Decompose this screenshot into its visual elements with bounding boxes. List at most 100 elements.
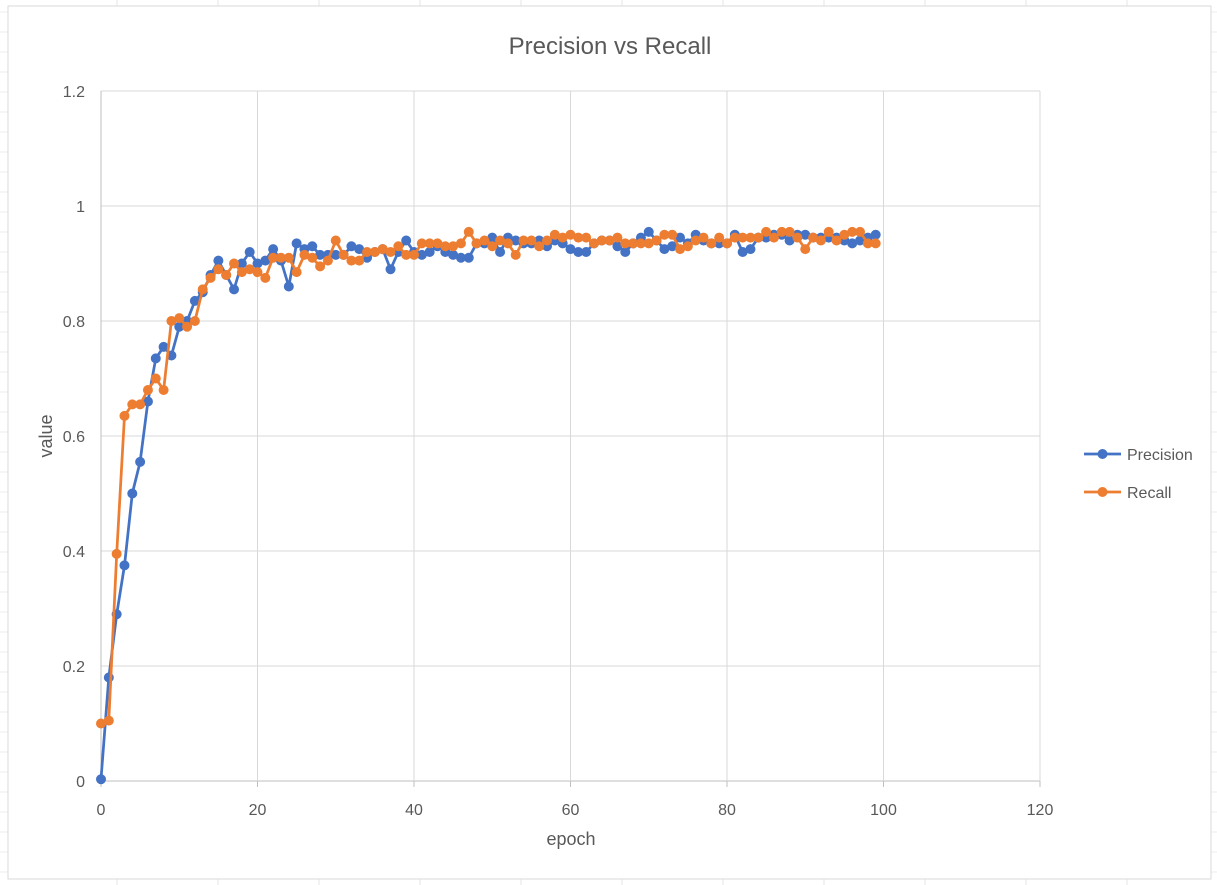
recall-point bbox=[174, 313, 185, 324]
x-tick-label: 100 bbox=[870, 802, 897, 819]
recall-point bbox=[315, 261, 326, 272]
precision-point bbox=[643, 226, 654, 237]
precision-point bbox=[495, 247, 506, 257]
precision-point bbox=[800, 229, 811, 240]
precision-point bbox=[737, 247, 748, 257]
recall-point bbox=[463, 226, 474, 237]
recall-point bbox=[690, 235, 701, 246]
precision-point bbox=[174, 321, 185, 332]
precision-point bbox=[573, 247, 584, 257]
x-tick-label: 40 bbox=[405, 802, 423, 819]
precision-point bbox=[96, 774, 106, 785]
recall-point bbox=[244, 264, 255, 275]
legend-marker-precision bbox=[1097, 449, 1108, 459]
recall-point bbox=[229, 258, 240, 269]
recall-point bbox=[510, 249, 521, 260]
precision-point bbox=[236, 258, 247, 269]
precision-point bbox=[252, 258, 263, 269]
recall-point bbox=[800, 244, 811, 255]
recall-point bbox=[831, 235, 842, 246]
precision-point bbox=[659, 244, 670, 255]
recall-point bbox=[322, 255, 333, 266]
recall-point bbox=[761, 226, 772, 237]
recall-point bbox=[111, 548, 122, 559]
recall-point bbox=[698, 232, 709, 243]
legend-item-recall[interactable]: Recall bbox=[1084, 485, 1171, 502]
precision-point bbox=[346, 241, 357, 252]
recall-point bbox=[432, 238, 443, 249]
recall-point bbox=[369, 247, 380, 257]
chart-area[interactable] bbox=[7, 5, 1212, 880]
precision-point bbox=[620, 247, 631, 257]
recall-point bbox=[612, 232, 623, 243]
precision-point bbox=[158, 341, 169, 352]
recall-point bbox=[142, 385, 153, 395]
recall-point bbox=[127, 399, 138, 410]
recall-point bbox=[588, 238, 599, 249]
precision-point bbox=[213, 255, 224, 266]
recall-point bbox=[722, 238, 732, 249]
x-tick-label: 20 bbox=[249, 802, 267, 819]
recall-point bbox=[221, 270, 232, 280]
recall-point bbox=[495, 235, 506, 246]
chart-title: Precision vs Recall bbox=[509, 33, 712, 60]
recall-point bbox=[643, 238, 654, 249]
legend-label-recall: Recall bbox=[1127, 485, 1171, 502]
recall-point bbox=[268, 252, 279, 263]
precision-point bbox=[385, 264, 396, 275]
recall-point bbox=[729, 232, 740, 243]
precision-point bbox=[424, 247, 435, 257]
precision-point bbox=[847, 238, 858, 249]
precision-point bbox=[401, 235, 412, 246]
recall-point bbox=[682, 241, 693, 252]
legend-item-precision[interactable]: Precision bbox=[1084, 447, 1193, 464]
recall-point bbox=[119, 410, 130, 421]
recall-point bbox=[502, 238, 513, 249]
recall-point bbox=[776, 226, 787, 237]
recall-point bbox=[330, 235, 341, 246]
legend-label-precision: Precision bbox=[1127, 447, 1193, 464]
precision-point bbox=[260, 255, 271, 266]
recall-point bbox=[448, 241, 459, 252]
precision-point bbox=[448, 249, 459, 260]
recall-point bbox=[455, 238, 466, 249]
recall-point bbox=[409, 249, 419, 260]
recall-point bbox=[252, 267, 263, 278]
recall-point bbox=[620, 238, 631, 249]
recall-point bbox=[103, 715, 114, 726]
precision-point bbox=[283, 281, 294, 292]
recall-point bbox=[557, 232, 568, 243]
precision-point bbox=[135, 456, 146, 467]
precision-point bbox=[291, 238, 302, 249]
recall-point bbox=[96, 718, 106, 729]
precision-point bbox=[142, 396, 153, 407]
recall-point bbox=[150, 373, 161, 384]
legend-marker-recall bbox=[1097, 487, 1108, 497]
recall-point bbox=[362, 247, 373, 257]
recall-point bbox=[471, 238, 482, 249]
precision-point bbox=[745, 244, 756, 255]
recall-point bbox=[792, 232, 803, 243]
precision-point bbox=[315, 249, 326, 260]
recall-point bbox=[182, 321, 193, 332]
precision-point bbox=[612, 241, 623, 252]
x-tick-label: 80 bbox=[718, 802, 736, 819]
recall-point bbox=[135, 399, 146, 410]
y-tick-label: 1 bbox=[76, 199, 85, 216]
recall-point bbox=[855, 226, 866, 237]
recall-point bbox=[205, 272, 216, 283]
recall-point bbox=[526, 235, 537, 246]
x-axis-title: epoch bbox=[546, 829, 595, 849]
precision-point bbox=[487, 232, 498, 243]
recall-point bbox=[823, 226, 834, 237]
y-tick-label: 0 bbox=[76, 774, 85, 791]
x-tick-label: 120 bbox=[1027, 802, 1054, 819]
recall-point bbox=[565, 229, 576, 240]
recall-point bbox=[549, 229, 560, 240]
recall-point bbox=[635, 238, 646, 249]
recall-point bbox=[862, 238, 873, 249]
recall-point bbox=[784, 226, 795, 237]
x-tick-label: 60 bbox=[562, 802, 580, 819]
recall-point bbox=[299, 249, 310, 260]
